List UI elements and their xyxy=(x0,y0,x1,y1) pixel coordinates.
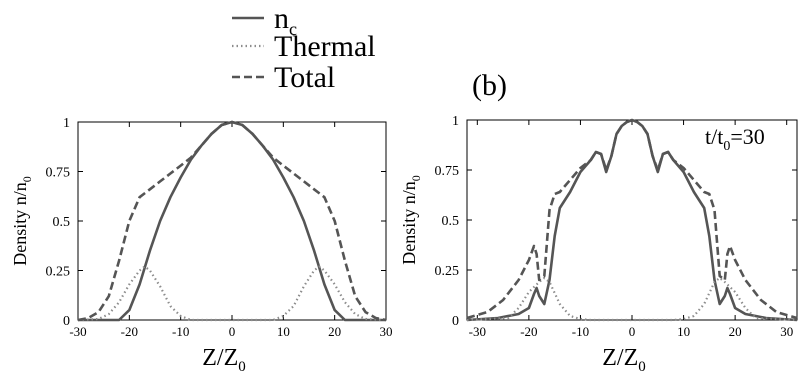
plot-frame xyxy=(77,121,387,321)
x-tick-label: 30 xyxy=(380,324,393,339)
x-tick-label: 0 xyxy=(229,324,236,339)
y-axis-label: Density n/n0 xyxy=(399,175,423,265)
x-tick-label: -10 xyxy=(172,324,189,339)
y-tick-label: 0 xyxy=(63,314,70,329)
chart-panel-a: -30 -20 -10 0 10 20 30 0 0.25 0.5 0.75 1 Z/Z0 Density… xyxy=(10,116,393,375)
x-tick-label: -30 xyxy=(69,324,86,339)
y-tick-label: 1 xyxy=(63,116,70,131)
series-line-dotted xyxy=(466,276,798,322)
y-tick-label: 1 xyxy=(452,114,459,129)
y-tick-label: 0 xyxy=(452,314,459,329)
y-tick-label: 0.5 xyxy=(442,214,460,229)
x-tick-label: 20 xyxy=(729,324,742,339)
legend-item-dashed: Total xyxy=(232,61,335,94)
x-tick-label: -10 xyxy=(572,324,589,339)
x-axis-label: Z/Z0 xyxy=(602,345,646,375)
series-line-solid xyxy=(466,118,798,322)
series-line-dotted xyxy=(77,265,387,322)
x-tick-label: -20 xyxy=(520,324,537,339)
x-tick-label: 20 xyxy=(328,324,341,339)
x-tick-label: -20 xyxy=(121,324,138,339)
legend-item-dotted: Thermal xyxy=(232,30,376,63)
y-tick-label: 0.75 xyxy=(435,164,460,179)
series-line-solid xyxy=(78,120,386,322)
time-annotation: t/t0=30 xyxy=(705,124,765,154)
y-tick-label: 0.25 xyxy=(435,264,460,279)
x-axis-label: Z/Z0 xyxy=(202,345,246,375)
x-tick-label: -30 xyxy=(469,324,486,339)
x-tick-label: 10 xyxy=(677,324,690,339)
x-tick-label: 10 xyxy=(277,324,290,339)
plot-frame xyxy=(466,119,798,321)
x-tick-label: 0 xyxy=(629,324,636,339)
panel-b-label: (b) xyxy=(472,69,507,102)
y-axis-label: Density n/n0 xyxy=(10,176,34,266)
y-tick-label: 0.75 xyxy=(46,166,71,181)
series-line-dashed xyxy=(466,118,798,320)
series-line-dashed xyxy=(77,120,387,322)
legend-label: Thermal xyxy=(274,30,376,63)
y-tick-label: 0.5 xyxy=(53,215,71,230)
chart-panel-b: -30 -20 -10 0 10 20 30 0 0.25 0.5 0.75 1 Z/Z0 Density… xyxy=(399,114,798,375)
legend-label: Total xyxy=(274,61,335,94)
y-tick-label: 0.25 xyxy=(46,265,71,280)
x-tick-label: 30 xyxy=(780,324,793,339)
